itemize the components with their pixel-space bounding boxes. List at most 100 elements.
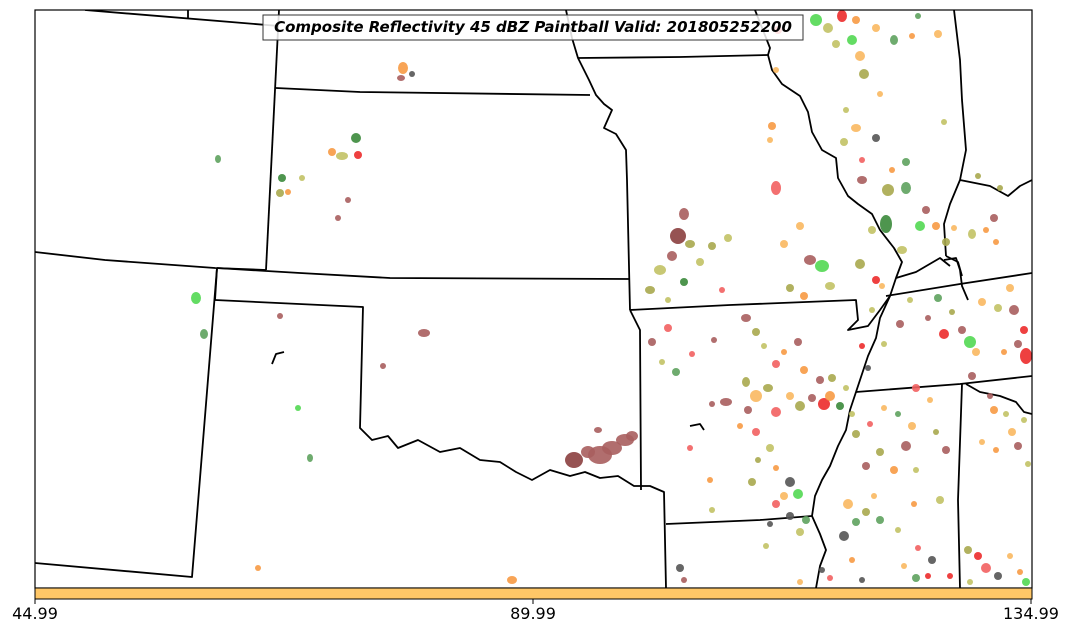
reflectivity-paintball-layer [191, 10, 1032, 586]
ms-al-border [957, 383, 963, 588]
reflectivity-blob [687, 445, 693, 451]
reflectivity-blob [278, 174, 286, 182]
reflectivity-blob [285, 189, 291, 195]
reflectivity-blob [1001, 349, 1007, 355]
reflectivity-blob [768, 122, 776, 130]
reflectivity-blob [299, 175, 305, 181]
reflectivity-blob [626, 431, 638, 441]
reflectivity-blob [859, 157, 865, 163]
reflectivity-blob [680, 278, 688, 286]
reflectivity-blob [354, 151, 362, 159]
reflectivity-blob [855, 51, 865, 61]
reflectivity-blob [780, 492, 788, 500]
reflectivity-blob [847, 35, 857, 45]
reflectivity-blob [978, 298, 986, 306]
reflectivity-blob [766, 444, 774, 452]
reflectivity-blob [581, 446, 595, 458]
co-nm-region-border [35, 267, 218, 578]
reflectivity-blob [964, 546, 972, 554]
reflectivity-blob [897, 246, 907, 254]
reflectivity-blob [974, 552, 982, 560]
lake-ar [689, 423, 705, 431]
il-ky-border [895, 257, 951, 279]
reflectivity-blob [594, 427, 602, 433]
reflectivity-blob [750, 390, 762, 402]
reflectivity-blob [907, 297, 913, 303]
reflectivity-blob [795, 401, 805, 411]
reflectivity-blob [933, 429, 939, 435]
reflectivity-blob [800, 366, 808, 374]
reflectivity-blob [816, 376, 824, 384]
reflectivity-blob [659, 359, 665, 365]
plot-area [35, 10, 1032, 588]
reflectivity-blob [983, 227, 989, 233]
reflectivity-blob [951, 225, 957, 231]
reflectivity-blob [786, 284, 794, 292]
reflectivity-blob [839, 531, 849, 541]
reflectivity-blob [796, 528, 804, 536]
reflectivity-blob [1014, 442, 1022, 450]
reflectivity-blob [1020, 326, 1028, 334]
reflectivity-blob [865, 365, 871, 371]
reflectivity-blob [852, 518, 860, 526]
ar-la-border [665, 515, 813, 525]
reflectivity-blob [565, 452, 583, 468]
reflectivity-blob [741, 314, 751, 322]
reflectivity-blob [1003, 411, 1009, 417]
reflectivity-blob [979, 439, 985, 445]
reflectivity-blob [335, 215, 341, 221]
reflectivity-blob [773, 465, 779, 471]
reflectivity-blob [879, 283, 885, 289]
reflectivity-blob [763, 384, 773, 392]
reflectivity-blob [928, 556, 936, 564]
reflectivity-blob [672, 368, 680, 376]
reflectivity-blob [993, 239, 999, 245]
reflectivity-blob [781, 349, 787, 355]
reflectivity-blob [881, 341, 887, 347]
map-title: Composite Reflectivity 45 dBZ Paintball … [274, 18, 792, 36]
lake-co [271, 351, 285, 365]
reflectivity-blob [1008, 428, 1016, 436]
reflectivity-blob [832, 40, 840, 48]
reflectivity-blob [793, 489, 803, 499]
reflectivity-blob [869, 307, 875, 313]
reflectivity-blob [871, 493, 877, 499]
reflectivity-blob [277, 313, 283, 319]
reflectivity-blob [901, 182, 911, 194]
reflectivity-blob [648, 338, 656, 346]
reflectivity-blob [909, 33, 915, 39]
reflectivity-blob [859, 69, 869, 79]
reflectivity-blob [997, 185, 1003, 191]
reflectivity-blob [925, 315, 931, 321]
reflectivity-blob [276, 189, 284, 197]
reflectivity-blob [862, 462, 870, 470]
reflectivity-blob [767, 137, 773, 143]
colorbar-tick-label-min: 44.99 [12, 604, 58, 623]
reflectivity-blob [667, 251, 677, 261]
reflectivity-blob [890, 35, 898, 45]
reflectivity-blob [719, 287, 725, 293]
reflectivity-blob [964, 336, 976, 348]
reflectivity-blob [380, 363, 386, 369]
mo-ia-border [577, 54, 769, 59]
lake-ky [943, 257, 969, 301]
reflectivity-blob [915, 221, 925, 231]
reflectivity-blob [827, 575, 833, 581]
mo-ar-border [629, 295, 891, 331]
reflectivity-blob [896, 320, 904, 328]
co-ks-border [265, 10, 280, 271]
reflectivity-blob [328, 148, 336, 156]
il-in-border [943, 10, 967, 257]
reflectivity-blob [645, 286, 655, 294]
ok-panhandle-west [214, 267, 218, 301]
reflectivity-blob [772, 360, 780, 368]
reflectivity-blob [939, 329, 949, 339]
reflectivity-blob [819, 567, 825, 573]
reflectivity-blob [859, 343, 865, 349]
reflectivity-blob [664, 324, 672, 332]
reflectivity-blob [934, 30, 942, 38]
reflectivity-blob [852, 430, 860, 438]
reflectivity-blob [681, 577, 687, 583]
reflectivity-blob [1017, 569, 1023, 575]
reflectivity-blob [295, 405, 301, 411]
